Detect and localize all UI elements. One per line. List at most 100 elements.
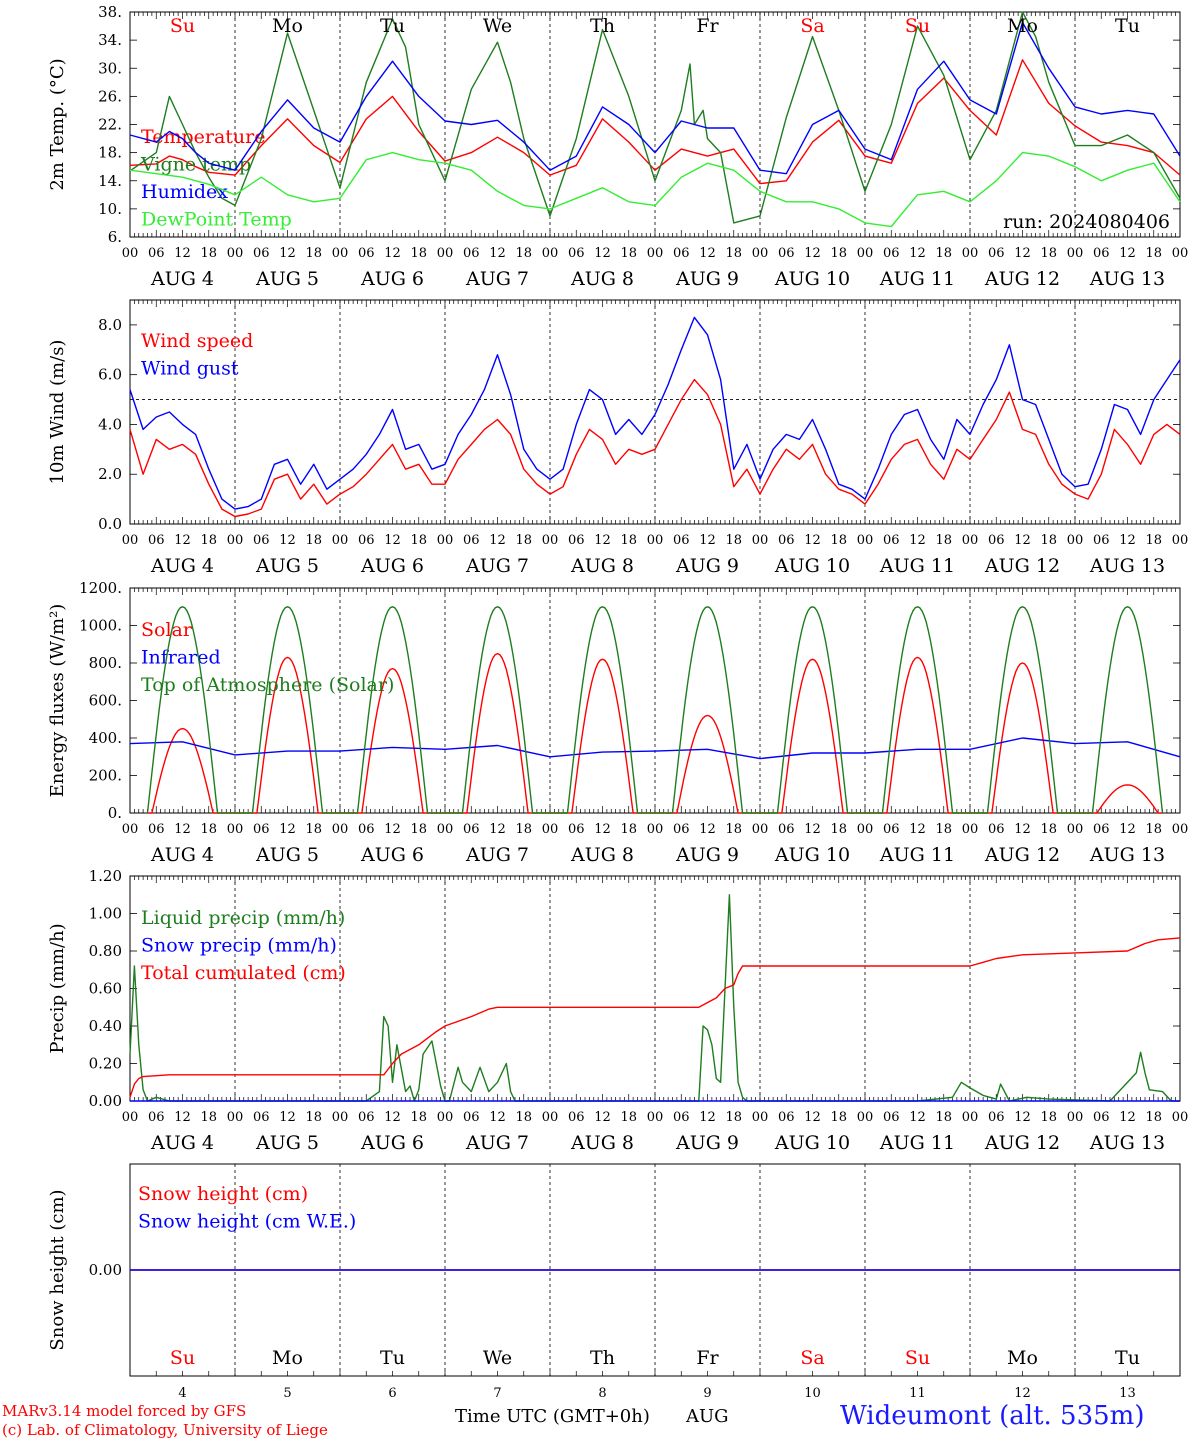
x-date-label: AUG 10: [774, 844, 850, 866]
x-date-label: AUG 8: [570, 1132, 634, 1154]
x-hour-label: 12: [384, 246, 401, 261]
plot-frame: [129, 299, 1181, 525]
weekday-label: Tu: [1115, 1347, 1140, 1369]
legend-entry: Snow height (cm W.E.): [138, 1211, 356, 1233]
day-number-label: 12: [1014, 1386, 1031, 1401]
y-tick-label: 0.00: [89, 1092, 122, 1110]
x-hour-label: 18: [305, 246, 322, 261]
weekday-label: Th: [590, 15, 615, 37]
y-tick-label: 0.: [108, 804, 122, 822]
y-axis-label: Snow height (cm): [47, 1189, 68, 1350]
x-hour-label: 18: [1040, 246, 1057, 261]
x-hour-label: 18: [410, 822, 427, 837]
x-hour-label: 12: [174, 246, 191, 261]
x-hour-label: 00: [122, 1110, 139, 1125]
legend-entry: Snow height (cm): [138, 1183, 308, 1205]
x-hour-label: 18: [1040, 822, 1057, 837]
x-hour-label: 00: [542, 246, 559, 261]
y-axis-label: Energy fluxes (W/m²): [47, 604, 68, 798]
weekday-label: Mo: [272, 15, 303, 37]
weekday-label: Mo: [1007, 15, 1038, 37]
x-hour-label: 00: [647, 533, 664, 548]
x-hour-label: 06: [358, 822, 375, 837]
x-hour-label: 06: [568, 533, 585, 548]
x-hour-label: 06: [1093, 533, 1110, 548]
x-hour-label: 00: [962, 1110, 979, 1125]
y-tick-label: 0.00: [89, 1261, 122, 1279]
x-hour-label: 06: [568, 246, 585, 261]
run-label: run: 2024080406: [1003, 211, 1170, 233]
x-hour-label: 12: [699, 822, 716, 837]
x-hour-label: 00: [1067, 533, 1084, 548]
x-date-label: AUG 13: [1089, 555, 1165, 577]
x-hour-label: 18: [410, 1110, 427, 1125]
x-date-label: AUG 8: [570, 555, 634, 577]
x-hour-label: 00: [1067, 822, 1084, 837]
x-hour-label: 18: [1040, 533, 1057, 548]
x-hour-label: 12: [804, 822, 821, 837]
x-hour-label: 18: [1040, 1110, 1057, 1125]
x-hour-label: 00: [542, 533, 559, 548]
x-hour-label: 06: [988, 1110, 1005, 1125]
day-number-label: 7: [493, 1386, 501, 1401]
series-top-of-atmosphere-solar-: [146, 606, 1164, 814]
x-hour-label: 06: [148, 533, 165, 548]
x-date-label: AUG 9: [675, 1132, 739, 1154]
y-tick-label: 34.: [98, 31, 122, 49]
x-hour-label: 18: [620, 1110, 637, 1125]
x-hour-label: 00: [1067, 246, 1084, 261]
x-hour-label: 18: [935, 533, 952, 548]
x-hour-label: 06: [568, 1110, 585, 1125]
x-hour-label: 00: [962, 822, 979, 837]
x-hour-label: 18: [200, 1110, 217, 1125]
x-hour-label: 00: [227, 1110, 244, 1125]
y-tick-label: 30.: [98, 59, 122, 77]
x-hour-label: 00: [122, 822, 139, 837]
weekday-label: Tu: [1115, 15, 1140, 37]
x-hour-label: 12: [384, 822, 401, 837]
weekday-label: Sa: [800, 15, 824, 37]
series-temperature: [129, 59, 1181, 185]
x-hour-label: 06: [883, 246, 900, 261]
x-hour-label: 06: [778, 533, 795, 548]
x-date-label: AUG 9: [675, 268, 739, 290]
x-hour-label: 12: [699, 1110, 716, 1125]
x-hour-label: 12: [489, 1110, 506, 1125]
x-hour-label: 12: [279, 822, 296, 837]
x-hour-label: 06: [673, 246, 690, 261]
legend-entry: Wind speed: [141, 330, 253, 352]
x-hour-label: 12: [594, 246, 611, 261]
legend-entry: Snow precip (mm/h): [141, 935, 337, 957]
x-hour-label: 18: [410, 246, 427, 261]
x-date-label: AUG 6: [360, 1132, 424, 1154]
legend-entry: DewPoint Temp: [141, 209, 292, 231]
x-hour-label: 12: [699, 246, 716, 261]
y-tick-label: 0.0: [98, 515, 122, 533]
legend-entry: Temperature: [141, 126, 265, 148]
x-hour-label: 00: [647, 246, 664, 261]
x-hour-label: 12: [489, 246, 506, 261]
x-hour-label: 06: [253, 533, 270, 548]
x-date-label: AUG 5: [255, 555, 319, 577]
y-tick-label: 400.: [89, 729, 122, 747]
x-hour-label: 18: [935, 246, 952, 261]
x-hour-label: 12: [279, 533, 296, 548]
x-hour-label: 00: [962, 246, 979, 261]
x-date-label: AUG 8: [570, 268, 634, 290]
x-hour-label: 06: [1093, 246, 1110, 261]
x-hour-label: 00: [227, 822, 244, 837]
x-hour-label: 18: [200, 246, 217, 261]
x-hour-label: 06: [463, 822, 480, 837]
x-hour-label: 12: [804, 533, 821, 548]
day-number-label: 5: [283, 1386, 291, 1401]
y-tick-label: 1200.: [79, 579, 122, 597]
x-date-label: AUG 4: [150, 844, 214, 866]
series-wind-gust: [129, 316, 1181, 510]
x-hour-label: 00: [332, 822, 349, 837]
x-hour-label: 12: [174, 1110, 191, 1125]
x-date-label: AUG 4: [150, 268, 214, 290]
y-tick-label: 1.20: [89, 867, 122, 885]
x-hour-label: 12: [804, 246, 821, 261]
panel-3: 0. 200. 400. 600. 800. 1000. 1200. Energy fluxe…: [47, 579, 1188, 866]
x-hour-label: 00: [332, 1110, 349, 1125]
